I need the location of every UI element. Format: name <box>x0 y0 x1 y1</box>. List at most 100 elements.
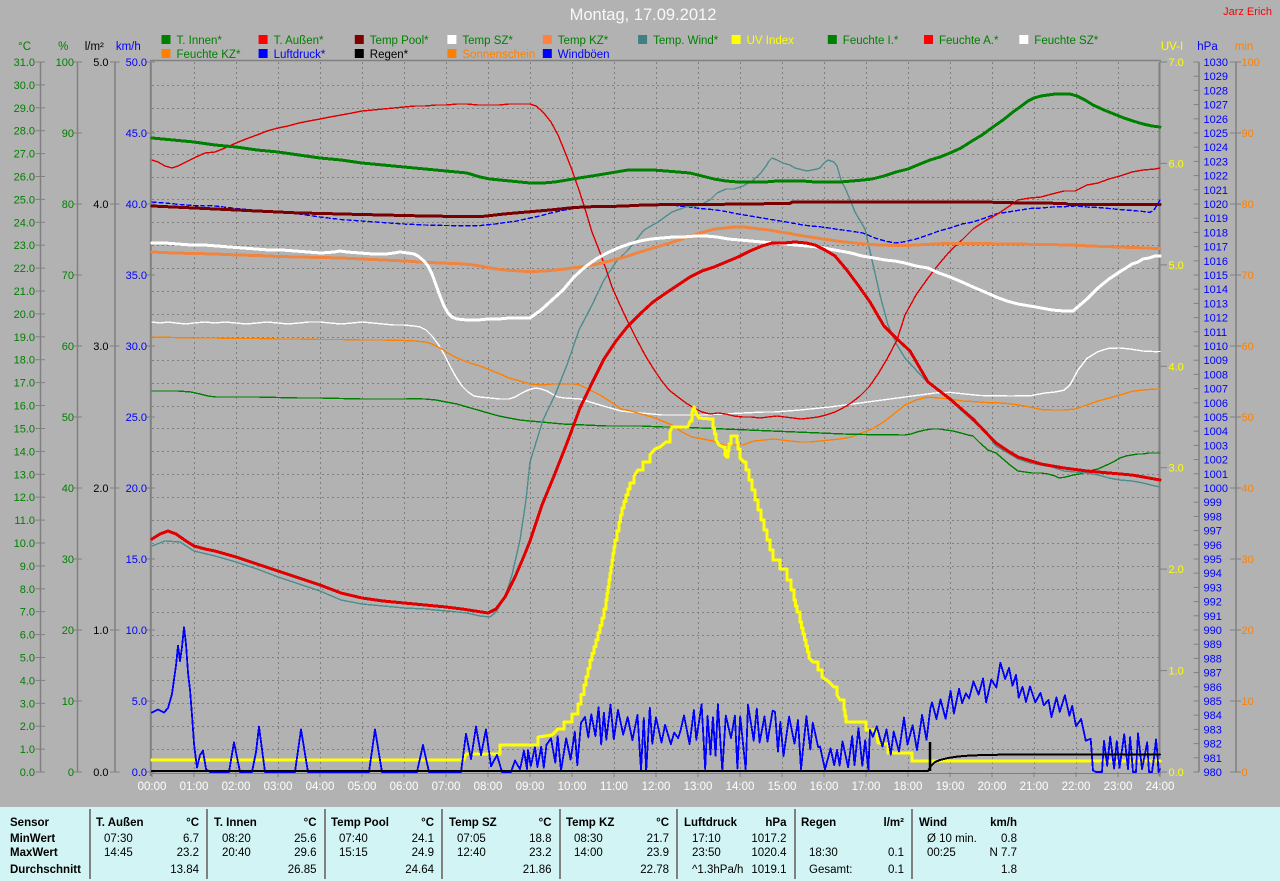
svg-text:40.0: 40.0 <box>126 199 147 211</box>
svg-text:Feuchte KZ*: Feuchte KZ* <box>177 49 241 61</box>
svg-text:20.0: 20.0 <box>126 483 147 495</box>
svg-text:2.0: 2.0 <box>93 483 108 495</box>
svg-text:994: 994 <box>1204 568 1222 580</box>
svg-text:24:00: 24:00 <box>1146 781 1175 793</box>
svg-text:90: 90 <box>62 128 74 140</box>
svg-text:17.0: 17.0 <box>14 378 35 390</box>
svg-text:1019: 1019 <box>1204 213 1228 225</box>
svg-text:3.0: 3.0 <box>20 698 35 710</box>
svg-text:1022: 1022 <box>1204 171 1228 183</box>
svg-text:80: 80 <box>1242 199 1254 211</box>
svg-text:11:00: 11:00 <box>600 781 628 793</box>
svg-text:990: 990 <box>1204 625 1222 637</box>
svg-text:Regen*: Regen* <box>370 49 409 61</box>
svg-text:25.0: 25.0 <box>126 412 147 424</box>
svg-text:1018: 1018 <box>1204 227 1228 239</box>
svg-text:20.0: 20.0 <box>14 309 35 321</box>
svg-text:3.0: 3.0 <box>93 341 108 353</box>
svg-text:23:00: 23:00 <box>1104 781 1133 793</box>
svg-text:6.0: 6.0 <box>1169 158 1184 170</box>
svg-text:24.0: 24.0 <box>14 217 35 229</box>
svg-text:1013: 1013 <box>1204 298 1228 310</box>
svg-text:995: 995 <box>1204 554 1222 566</box>
svg-text:984: 984 <box>1204 710 1222 722</box>
svg-text:5.0: 5.0 <box>20 653 35 665</box>
svg-text:985: 985 <box>1204 696 1222 708</box>
svg-text:999: 999 <box>1204 497 1222 509</box>
svg-text:23.0: 23.0 <box>14 240 35 252</box>
svg-text:10.0: 10.0 <box>126 625 147 637</box>
svg-text:50: 50 <box>1242 412 1254 424</box>
svg-text:50: 50 <box>62 412 74 424</box>
svg-text:%: % <box>58 41 68 53</box>
svg-text:9.0: 9.0 <box>20 561 35 573</box>
svg-text:15:00: 15:00 <box>768 781 797 793</box>
svg-text:1021: 1021 <box>1204 185 1228 197</box>
svg-text:Temp Pool*: Temp Pool* <box>370 35 429 47</box>
svg-text:993: 993 <box>1204 582 1222 594</box>
svg-text:1017: 1017 <box>1204 242 1228 254</box>
svg-text:45.0: 45.0 <box>126 128 147 140</box>
svg-text:1012: 1012 <box>1204 313 1228 325</box>
svg-text:15.0: 15.0 <box>126 554 147 566</box>
svg-text:l/m²: l/m² <box>85 41 104 53</box>
svg-text:15.0: 15.0 <box>14 424 35 436</box>
svg-text:19.0: 19.0 <box>14 332 35 344</box>
svg-text:31.0: 31.0 <box>14 57 35 69</box>
svg-text:1002: 1002 <box>1204 455 1228 467</box>
svg-text:Windböen: Windböen <box>558 49 610 61</box>
svg-text:7.0: 7.0 <box>1169 57 1184 69</box>
svg-text:0.0: 0.0 <box>93 767 108 779</box>
svg-text:18.0: 18.0 <box>14 355 35 367</box>
svg-text:1023: 1023 <box>1204 156 1228 168</box>
svg-text:Feuchte SZ*: Feuchte SZ* <box>1034 35 1098 47</box>
svg-text:70: 70 <box>62 270 74 282</box>
svg-text:80: 80 <box>62 199 74 211</box>
svg-text:1029: 1029 <box>1204 71 1228 83</box>
svg-text:1.0: 1.0 <box>93 625 108 637</box>
svg-text:Temp KZ*: Temp KZ* <box>558 35 609 47</box>
svg-text:1011: 1011 <box>1204 327 1228 339</box>
svg-text:20:00: 20:00 <box>978 781 1007 793</box>
svg-text:3.0: 3.0 <box>1169 463 1184 475</box>
svg-text:1009: 1009 <box>1204 355 1228 367</box>
svg-text:100: 100 <box>1242 57 1260 69</box>
svg-text:1027: 1027 <box>1204 100 1228 112</box>
svg-text:997: 997 <box>1204 526 1222 538</box>
svg-text:08:00: 08:00 <box>474 781 503 793</box>
svg-text:4.0: 4.0 <box>20 675 35 687</box>
svg-text:980: 980 <box>1204 767 1222 779</box>
svg-text:90: 90 <box>1242 128 1254 140</box>
svg-text:UV-I: UV-I <box>1161 41 1183 53</box>
svg-text:00:00: 00:00 <box>138 781 167 793</box>
svg-text:0.0: 0.0 <box>1169 767 1184 779</box>
svg-text:989: 989 <box>1204 639 1222 651</box>
svg-text:10: 10 <box>1242 696 1254 708</box>
svg-text:Sonnenschein: Sonnenschein <box>462 49 535 61</box>
svg-text:35.0: 35.0 <box>126 270 147 282</box>
svg-text:1006: 1006 <box>1204 398 1228 410</box>
svg-text:14:00: 14:00 <box>726 781 755 793</box>
svg-text:01:00: 01:00 <box>180 781 209 793</box>
svg-text:5.0: 5.0 <box>1169 260 1184 272</box>
svg-text:min: min <box>1235 41 1254 53</box>
svg-text:4.0: 4.0 <box>1169 361 1184 373</box>
svg-text:0: 0 <box>1242 767 1248 779</box>
svg-text:km/h: km/h <box>116 41 141 53</box>
svg-text:50.0: 50.0 <box>126 57 147 69</box>
svg-text:30.0: 30.0 <box>14 80 35 92</box>
svg-text:19:00: 19:00 <box>936 781 965 793</box>
svg-text:17:00: 17:00 <box>852 781 881 793</box>
svg-text:25.0: 25.0 <box>14 194 35 206</box>
svg-text:22:00: 22:00 <box>1062 781 1091 793</box>
svg-text:1008: 1008 <box>1204 369 1228 381</box>
svg-text:0.0: 0.0 <box>20 767 35 779</box>
svg-text:1001: 1001 <box>1204 469 1228 481</box>
svg-text:12:00: 12:00 <box>642 781 671 793</box>
svg-text:06:00: 06:00 <box>390 781 419 793</box>
svg-text:1028: 1028 <box>1204 85 1228 97</box>
svg-text:60: 60 <box>62 341 74 353</box>
svg-text:982: 982 <box>1204 739 1222 751</box>
svg-text:22.0: 22.0 <box>14 263 35 275</box>
svg-text:Feuchte I.*: Feuchte I.* <box>843 35 899 47</box>
